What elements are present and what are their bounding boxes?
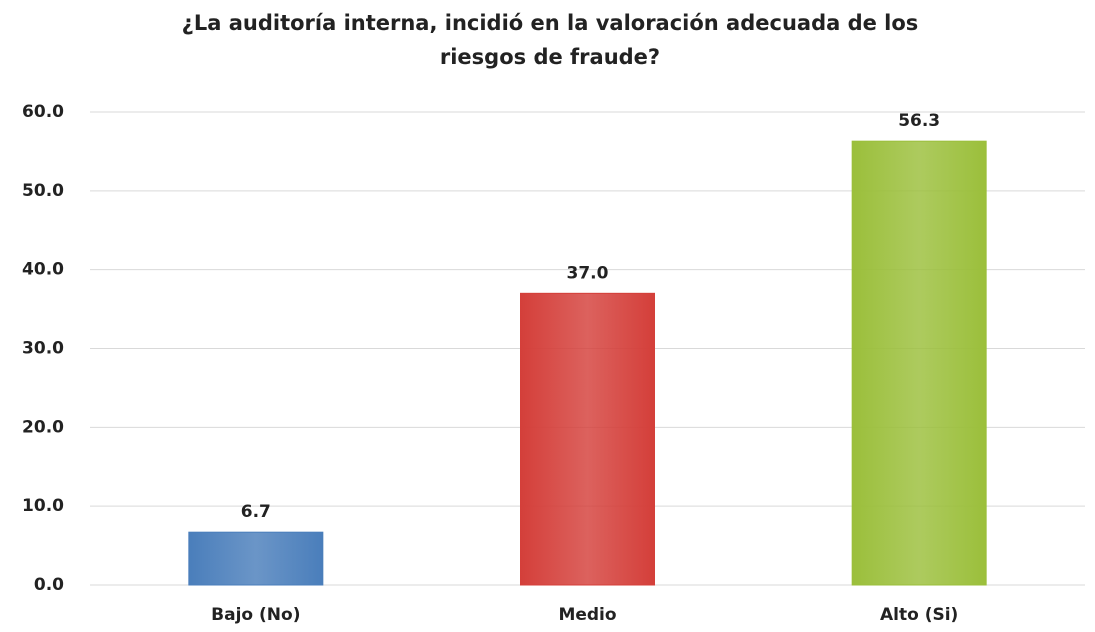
x-tick-label: Medio: [558, 605, 616, 625]
y-tick-label: 20.0: [22, 417, 64, 437]
bar: [520, 292, 655, 586]
y-tick-label: 30.0: [22, 339, 64, 359]
y-tick-label: 40.0: [22, 260, 64, 280]
y-tick-label: 10.0: [22, 496, 64, 516]
data-label: 56.3: [898, 111, 940, 131]
bar: [188, 531, 324, 586]
bar: [851, 140, 987, 586]
data-label: 37.0: [567, 263, 609, 283]
x-tick-label: Bajo (No): [211, 605, 300, 625]
chart-title: ¿La auditoría interna, incidió en la val…: [181, 11, 919, 69]
y-tick-label: 50.0: [22, 181, 64, 201]
y-tick-label: 60.0: [22, 102, 64, 122]
x-tick-label: Alto (Si): [880, 605, 958, 625]
data-label: 6.7: [241, 502, 271, 522]
y-tick-label: 0.0: [34, 575, 64, 595]
